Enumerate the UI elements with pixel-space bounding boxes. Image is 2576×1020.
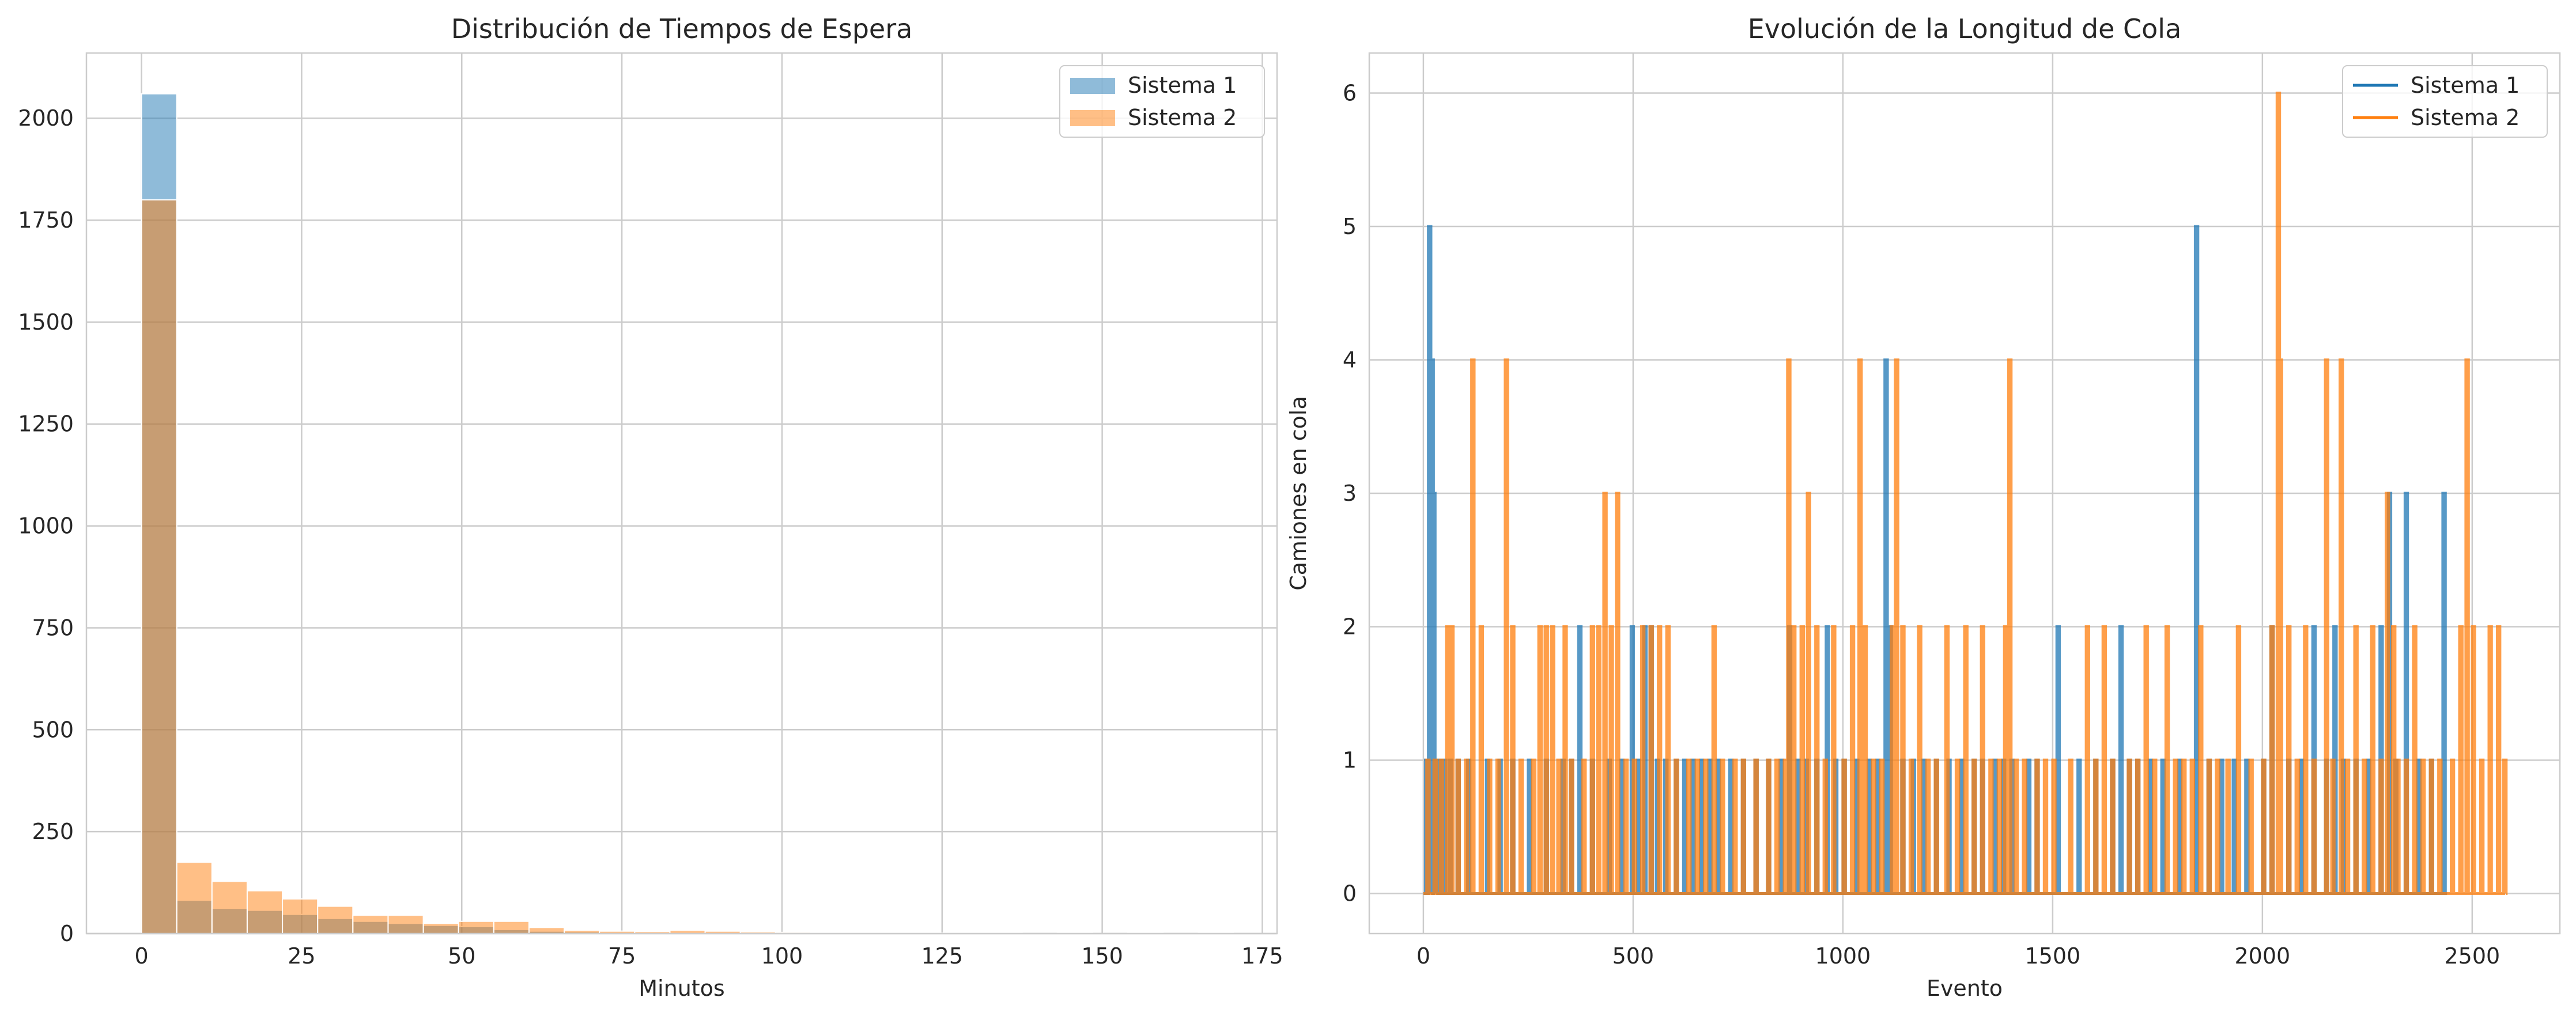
- queue-x-ticks: 0 500 1000 1500 2000 2500: [1417, 943, 2500, 969]
- y-tick-label: 750: [32, 615, 74, 640]
- x-tick-label: 150: [1081, 943, 1123, 969]
- x-tick-label: 1000: [1815, 943, 1871, 969]
- hist-bar-sistema-2: [317, 905, 354, 935]
- x-tick-label: 125: [921, 943, 963, 969]
- legend-label-sistema-2: Sistema 2: [1128, 105, 1237, 130]
- x-tick-label: 2500: [2444, 943, 2500, 969]
- y-tick-label: 0: [1343, 881, 1357, 906]
- x-tick-label: 0: [1417, 943, 1430, 969]
- histogram-y-ticks: 0 250 500 750 1000 1250 1500 1750 2000: [18, 105, 74, 946]
- hist-bar-sistema-2: [352, 915, 389, 934]
- histogram-plot-area: [86, 53, 1277, 934]
- histogram-x-ticks: 0 25 50 75 100 125 150 175: [134, 943, 1283, 969]
- x-tick-label: 0: [134, 943, 148, 969]
- y-tick-label: 5: [1343, 214, 1357, 239]
- y-tick-label: 2: [1343, 614, 1357, 640]
- hist-bar-sistema-2: [493, 920, 530, 935]
- x-tick-label: 2000: [2235, 943, 2291, 969]
- x-tick-label: 75: [608, 943, 636, 969]
- histogram-title: Distribución de Tiempos de Espera: [451, 13, 913, 44]
- y-tick-label: 1000: [18, 513, 74, 539]
- y-tick-label: 1750: [18, 207, 74, 233]
- histogram-x-label: Minutos: [639, 976, 724, 1001]
- legend-swatch-sistema-1: [1070, 78, 1115, 94]
- queue-legend-box: [2342, 65, 2548, 138]
- hist-bar-sistema-2: [422, 923, 459, 935]
- histogram-grid: [86, 53, 1277, 935]
- y-tick-label: 500: [32, 717, 74, 742]
- hist-bar-sistema-2: [528, 927, 565, 935]
- y-tick-label: 1: [1343, 747, 1357, 773]
- queue-y-ticks: 0 1 2 3 4 5 6: [1343, 80, 1357, 906]
- queue-line-sistema-2: [1423, 92, 2508, 895]
- y-tick-label: 2000: [18, 105, 74, 131]
- histogram-panel: 0 25 50 75 100 125 150 175 0 250 500 750 1000 1250 15…: [18, 13, 1283, 1001]
- y-tick-label: 1500: [18, 309, 74, 335]
- queue-panel: 0 500 1000 1500 2000 2500 0 1 2 3 4 5 6 Evolución d…: [1286, 13, 2561, 1001]
- histogram-legend: Sistema 1 Sistema 2: [1059, 65, 1265, 138]
- hist-bar-sistema-2: [176, 862, 213, 935]
- x-tick-label: 175: [1241, 943, 1283, 969]
- y-tick-label: 3: [1343, 481, 1357, 506]
- y-tick-label: 250: [32, 819, 74, 844]
- y-tick-label: 4: [1343, 347, 1357, 372]
- x-tick-label: 100: [761, 943, 803, 969]
- queue-lines: [1423, 92, 2508, 895]
- queue-x-label: Evento: [1927, 976, 2003, 1001]
- hist-bar-sistema-2: [211, 881, 248, 935]
- histogram-plot-border: [85, 52, 1278, 935]
- queue-legend: Sistema 1 Sistema 2: [2342, 65, 2548, 138]
- y-tick-label: 0: [60, 921, 74, 946]
- x-tick-label: 25: [288, 943, 315, 969]
- hist-bar-sistema-2: [282, 898, 319, 934]
- x-tick-label: 1500: [2025, 943, 2081, 969]
- hist-bar-sistema-2: [387, 915, 424, 934]
- legend-label-sistema-1: Sistema 1: [2411, 73, 2520, 98]
- x-tick-label: 50: [448, 943, 475, 969]
- queue-plot-border: [1368, 52, 2561, 935]
- legend-label-sistema-1: Sistema 1: [1128, 73, 1237, 98]
- x-tick-label: 500: [1612, 943, 1655, 969]
- y-tick-label: 6: [1343, 80, 1357, 105]
- legend-swatch-sistema-2: [1070, 110, 1115, 126]
- y-tick-label: 1250: [18, 411, 74, 437]
- hist-bar-sistema-2: [141, 199, 177, 935]
- legend-label-sistema-2: Sistema 2: [2411, 105, 2520, 130]
- hist-bar-sistema-2: [458, 920, 494, 935]
- hist-bar-sistema-2: [246, 890, 284, 934]
- queue-title: Evolución de la Longitud de Cola: [1748, 13, 2182, 44]
- queue-y-label: Camiones en cola: [1286, 396, 1311, 591]
